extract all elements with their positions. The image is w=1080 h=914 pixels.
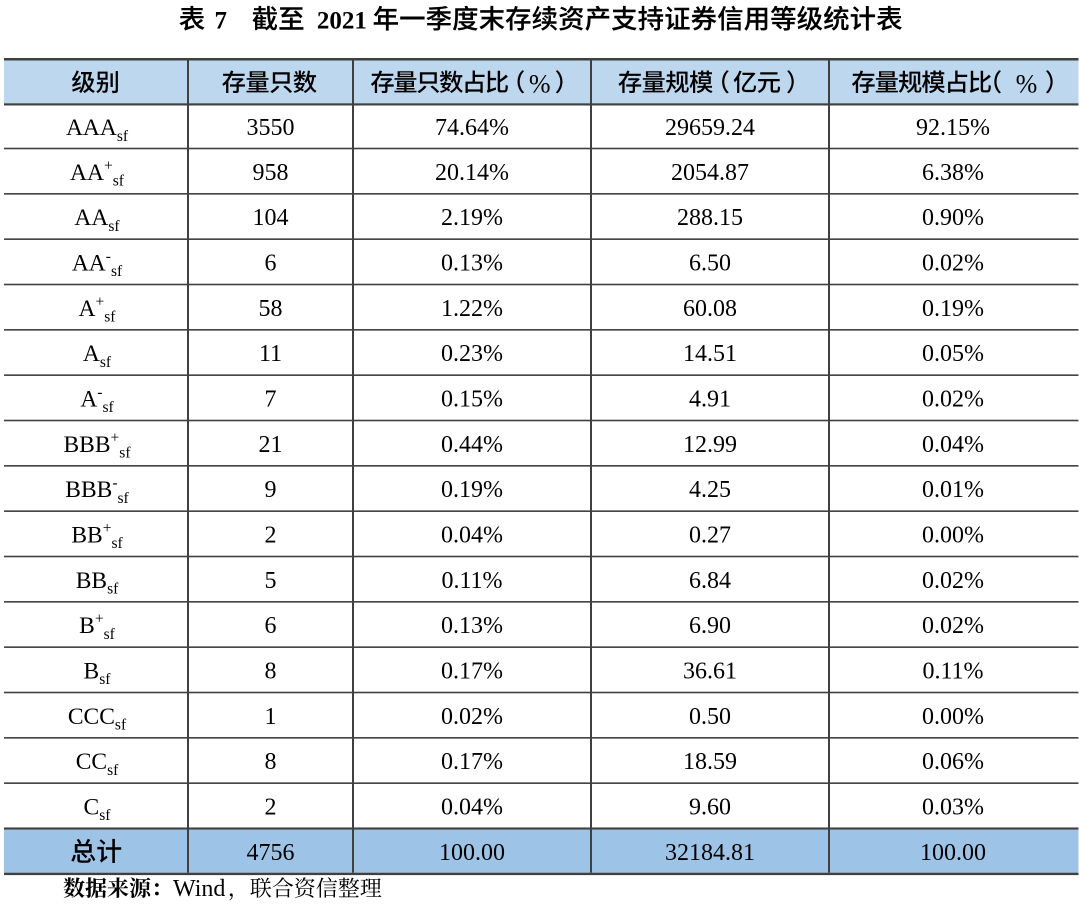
svg-text:60.08: 60.08	[683, 296, 737, 322]
svg-text:6.84: 6.84	[689, 568, 731, 594]
svg-text:0.17%: 0.17%	[441, 658, 503, 684]
svg-text:0.01%: 0.01%	[922, 477, 984, 503]
svg-text:958: 958	[253, 160, 289, 186]
svg-text:0.02%: 0.02%	[922, 250, 984, 276]
svg-text:0.13%: 0.13%	[441, 250, 503, 276]
svg-text:0.00%: 0.00%	[922, 704, 984, 730]
svg-text:0.03%: 0.03%	[922, 794, 984, 820]
svg-text:104: 104	[253, 205, 289, 231]
svg-text:6.90: 6.90	[689, 613, 731, 639]
svg-text:3550: 3550	[247, 115, 295, 141]
svg-text:2054.87: 2054.87	[671, 160, 749, 186]
svg-text:1: 1	[265, 704, 277, 730]
svg-text:20.14%: 20.14%	[435, 160, 509, 186]
svg-text:2.19%: 2.19%	[441, 205, 503, 231]
svg-text:2: 2	[265, 522, 277, 548]
svg-text:0.15%: 0.15%	[441, 386, 503, 412]
svg-text:2: 2	[265, 794, 277, 820]
svg-text:0.19%: 0.19%	[441, 477, 503, 503]
svg-text:0.11%: 0.11%	[922, 658, 983, 684]
svg-text:0.11%: 0.11%	[441, 568, 502, 594]
svg-text:0.04%: 0.04%	[922, 432, 984, 458]
svg-text:7: 7	[215, 7, 228, 34]
svg-text:%: %	[1016, 69, 1038, 98]
svg-text:0.02%: 0.02%	[922, 386, 984, 412]
svg-text:7: 7	[265, 386, 277, 412]
svg-text:29659.24: 29659.24	[665, 115, 755, 141]
svg-text:100.00: 100.00	[920, 840, 986, 866]
svg-text:AA-sf: AA-sf	[72, 248, 123, 280]
svg-text:18.59: 18.59	[683, 749, 737, 775]
svg-text:4.25: 4.25	[689, 477, 731, 503]
svg-text:6: 6	[265, 250, 277, 276]
svg-text:6.38%: 6.38%	[922, 160, 984, 186]
svg-text:%: %	[529, 69, 551, 98]
svg-text:0.04%: 0.04%	[441, 794, 503, 820]
svg-text:100.00: 100.00	[439, 840, 505, 866]
svg-text:0.05%: 0.05%	[922, 341, 984, 367]
svg-text:0.90%: 0.90%	[922, 205, 984, 231]
svg-text:36.61: 36.61	[683, 658, 737, 684]
svg-text:BBB-sf: BBB-sf	[65, 475, 129, 507]
svg-text:1.22%: 1.22%	[441, 296, 503, 322]
svg-text:21: 21	[259, 432, 283, 458]
svg-text:0.06%: 0.06%	[922, 749, 984, 775]
svg-text:58: 58	[259, 296, 283, 322]
svg-text:6.50: 6.50	[689, 250, 731, 276]
svg-text:74.64%: 74.64%	[435, 115, 509, 141]
svg-text:0.13%: 0.13%	[441, 613, 503, 639]
svg-text:92.15%: 92.15%	[916, 115, 990, 141]
svg-text:5: 5	[265, 568, 277, 594]
svg-text:0.27: 0.27	[689, 522, 731, 548]
svg-text:Wind: Wind	[173, 876, 225, 902]
svg-text:0.02%: 0.02%	[922, 568, 984, 594]
svg-text:14.51: 14.51	[683, 341, 737, 367]
svg-text:0.19%: 0.19%	[922, 296, 984, 322]
svg-text:12.99: 12.99	[683, 432, 737, 458]
svg-text:288.15: 288.15	[677, 205, 743, 231]
svg-text:0.02%: 0.02%	[922, 613, 984, 639]
svg-text:9.60: 9.60	[689, 794, 731, 820]
svg-text:4.91: 4.91	[689, 386, 731, 412]
svg-text:6: 6	[265, 613, 277, 639]
svg-text:32184.81: 32184.81	[665, 840, 755, 866]
svg-text:8: 8	[265, 658, 277, 684]
svg-text:0.44%: 0.44%	[441, 432, 503, 458]
svg-text:4756: 4756	[247, 840, 295, 866]
svg-text:0.02%: 0.02%	[441, 704, 503, 730]
svg-text:8: 8	[265, 749, 277, 775]
svg-text:0.17%: 0.17%	[441, 749, 503, 775]
svg-text:2021: 2021	[317, 7, 367, 34]
svg-text:11: 11	[259, 341, 282, 367]
svg-text:0.50: 0.50	[689, 704, 731, 730]
svg-text:0.23%: 0.23%	[441, 341, 503, 367]
svg-text:0.04%: 0.04%	[441, 522, 503, 548]
svg-text:9: 9	[265, 477, 277, 503]
svg-text:0.00%: 0.00%	[922, 522, 984, 548]
